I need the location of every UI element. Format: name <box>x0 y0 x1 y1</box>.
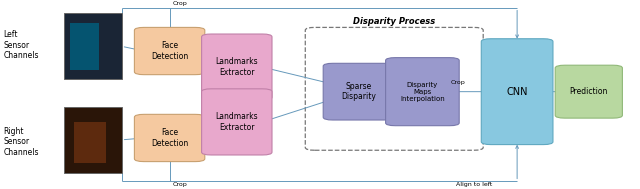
Text: Right
Sensor
Channels: Right Sensor Channels <box>3 127 38 157</box>
Text: Disparity
Maps
Interpolation: Disparity Maps Interpolation <box>400 82 445 102</box>
FancyBboxPatch shape <box>74 122 106 163</box>
Text: Disparity Process: Disparity Process <box>353 16 435 26</box>
Text: Crop: Crop <box>173 1 188 6</box>
Text: Crop: Crop <box>173 182 188 187</box>
FancyBboxPatch shape <box>556 65 622 118</box>
Text: Face
Detection: Face Detection <box>151 41 188 61</box>
Text: Face
Detection: Face Detection <box>151 128 188 148</box>
Text: Landmarks
Extractor: Landmarks Extractor <box>216 57 258 77</box>
FancyBboxPatch shape <box>202 89 272 155</box>
Text: Prediction: Prediction <box>570 87 608 96</box>
Text: CNN: CNN <box>506 87 528 97</box>
FancyBboxPatch shape <box>202 34 272 100</box>
FancyBboxPatch shape <box>64 107 122 173</box>
FancyBboxPatch shape <box>64 13 122 79</box>
FancyBboxPatch shape <box>385 58 460 126</box>
FancyBboxPatch shape <box>134 27 205 75</box>
Text: Crop: Crop <box>451 80 466 85</box>
Text: Sparse
Disparity: Sparse Disparity <box>341 82 376 101</box>
Text: Align to left: Align to left <box>456 182 492 187</box>
FancyBboxPatch shape <box>481 39 553 145</box>
FancyBboxPatch shape <box>70 23 99 70</box>
Text: Landmarks
Extractor: Landmarks Extractor <box>216 112 258 132</box>
FancyBboxPatch shape <box>323 63 394 120</box>
Text: Left
Sensor
Channels: Left Sensor Channels <box>3 30 38 60</box>
FancyBboxPatch shape <box>134 114 205 162</box>
